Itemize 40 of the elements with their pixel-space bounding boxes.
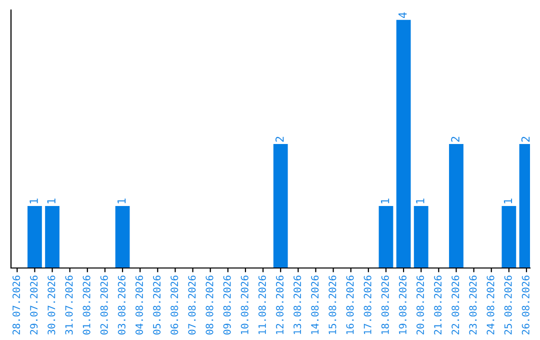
x-tick-label: 18.08.2026 bbox=[381, 276, 389, 334]
x-tick-label: 05.08.2026 bbox=[153, 276, 161, 334]
x-tick-label: 15.08.2026 bbox=[328, 276, 336, 334]
data-label: 2 bbox=[451, 136, 460, 142]
x-tick-label: 08.08.2026 bbox=[206, 276, 214, 334]
data-label: 1 bbox=[380, 198, 390, 204]
x-tick-label: 31.07.2026 bbox=[65, 276, 73, 334]
x-tick-label: 14.08.2026 bbox=[311, 276, 319, 334]
x-tick-label: 26.08.2026 bbox=[522, 276, 530, 334]
data-label: 1 bbox=[30, 198, 38, 204]
x-tick-label: 13.08.2026 bbox=[294, 276, 302, 334]
x-tick-label: 04.08.2026 bbox=[135, 276, 144, 334]
x-tick-label: 30.07.2026 bbox=[48, 276, 56, 334]
data-label: 2 bbox=[521, 136, 530, 142]
x-tick-label: 17.08.2026 bbox=[364, 276, 372, 334]
data-label: 1 bbox=[504, 198, 512, 204]
x-tick-label: 11.08.2026 bbox=[258, 276, 266, 334]
data-label: 2 bbox=[275, 136, 284, 142]
x-tick-label: 02.08.2026 bbox=[100, 276, 108, 334]
x-tick-label: 03.08.2026 bbox=[118, 276, 126, 334]
x-tick-label: 01.08.2026 bbox=[82, 276, 90, 334]
data-label: 1 bbox=[118, 198, 126, 204]
x-tick-label: 21.08.2026 bbox=[434, 276, 442, 334]
x-tick-label: 12.08.2026 bbox=[276, 276, 284, 334]
data-label: 1 bbox=[416, 198, 424, 204]
x-tick-label: 22.08.2026 bbox=[452, 276, 460, 334]
x-tick-label: 29.07.2026 bbox=[30, 276, 38, 334]
x-tick-label: 07.08.2026 bbox=[188, 276, 196, 334]
x-tick-label: 20.08.2026 bbox=[416, 276, 424, 334]
x-tick-label: 28.07.2026 bbox=[12, 276, 20, 334]
data-label: 4 bbox=[398, 12, 407, 18]
x-tick-label: 10.08.2026 bbox=[240, 276, 248, 334]
x-tick-label: 09.08.2026 bbox=[223, 276, 231, 334]
x-tick-label: 16.08.2026 bbox=[346, 276, 354, 334]
x-tick-label: 23.08.2026 bbox=[469, 276, 477, 334]
x-tick-label: 25.08.2026 bbox=[504, 276, 512, 334]
data-label: 1 bbox=[47, 198, 56, 204]
x-tick-label: 06.08.2026 bbox=[170, 276, 178, 334]
x-tick-label: 19.08.2026 bbox=[398, 276, 406, 334]
x-tick-label: 24.08.2026 bbox=[486, 276, 494, 334]
